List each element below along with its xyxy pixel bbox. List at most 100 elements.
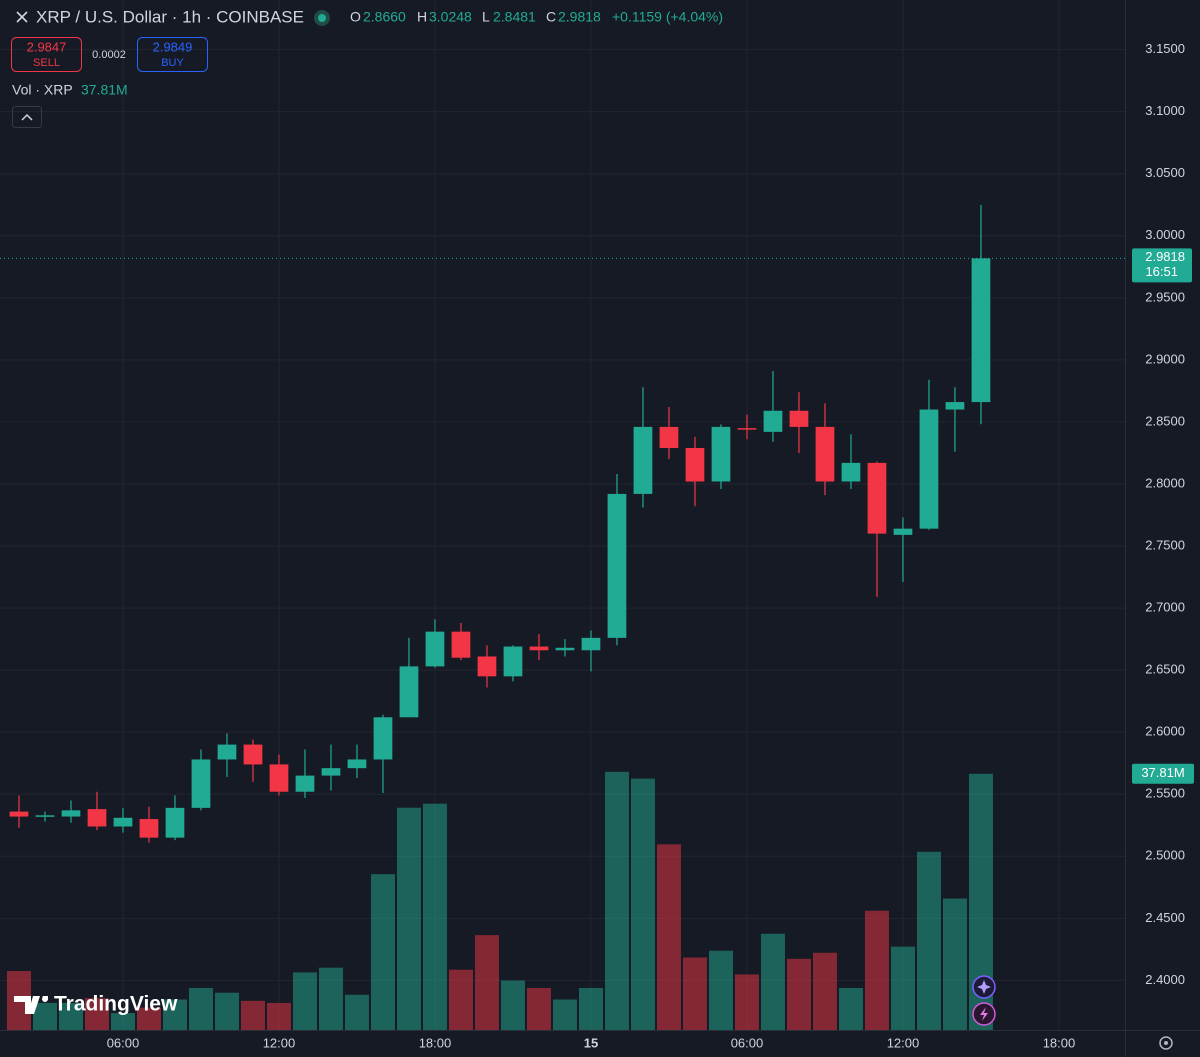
candle-body	[399, 666, 419, 718]
volume-bar	[318, 967, 343, 1030]
volume-bar	[240, 1000, 265, 1030]
candle-body	[711, 426, 731, 482]
settings[interactable]	[1159, 1036, 1173, 1050]
candle-body	[659, 426, 679, 448]
volume-bar	[292, 972, 317, 1030]
volume-bar	[344, 994, 369, 1030]
y-tick-label: 2.7500	[1145, 537, 1185, 552]
volume-bar	[552, 999, 577, 1030]
candle-body	[347, 759, 367, 769]
candle-body	[919, 409, 939, 529]
volume-bar	[656, 844, 681, 1030]
volume-bar	[630, 778, 655, 1030]
candle-body	[139, 819, 159, 838]
x-tick-label: 18:00	[419, 1035, 452, 1050]
volume-bar	[84, 998, 109, 1030]
candle-body	[451, 631, 471, 658]
brand-logo-dot	[42, 996, 48, 1002]
brand-name: TradingView	[54, 993, 178, 1016]
candle-body	[633, 426, 653, 494]
ohlc-label: O	[350, 9, 361, 25]
y-tick-label: 3.0500	[1145, 165, 1185, 180]
settings-icon[interactable]	[1159, 1036, 1173, 1050]
volume-bar	[760, 933, 785, 1030]
ohlc-label: C	[546, 9, 556, 25]
sell-label: SELL	[33, 57, 60, 69]
candle-body	[165, 807, 185, 838]
volume-bar	[526, 987, 551, 1030]
y-tick-label: 2.9500	[1145, 289, 1185, 304]
volume-bar	[214, 992, 239, 1030]
candle-body	[867, 462, 887, 534]
buy-label: BUY	[161, 57, 184, 69]
y-tick-label: 2.5500	[1145, 786, 1185, 801]
settings-icon-center	[1164, 1041, 1168, 1045]
volume-bar	[890, 946, 915, 1030]
volume-bar	[682, 957, 707, 1030]
x-tick-label: 18:00	[1043, 1035, 1076, 1050]
candle-body	[841, 462, 861, 482]
last-price-tag-countdown: 16:51	[1145, 264, 1178, 279]
candle-body	[9, 811, 29, 817]
candle-body	[737, 428, 757, 430]
candle-body	[685, 447, 705, 482]
last-price-tag	[1132, 248, 1192, 283]
candle-body	[971, 258, 991, 403]
volume-layer	[6, 771, 993, 1030]
collapse-button[interactable]	[12, 106, 42, 128]
volume-bar	[110, 1013, 135, 1030]
x-tick-label: 15	[584, 1035, 598, 1050]
last-price-tag-price: 2.9818	[1145, 249, 1185, 264]
sell-button[interactable]	[11, 37, 82, 72]
sell-price: 2.9847	[27, 39, 67, 54]
candle-body	[113, 817, 133, 827]
volume-tag	[1132, 763, 1194, 784]
volume-bar	[370, 874, 395, 1030]
volume-bar	[396, 807, 421, 1030]
alert-glyph	[980, 1007, 988, 1021]
ohlc-value: 2.9818	[558, 9, 601, 25]
volume-bar	[474, 935, 499, 1030]
volume-bar	[58, 1002, 83, 1030]
grid-layer	[0, 0, 1125, 1030]
volume-bar	[188, 987, 213, 1030]
volume-bar	[578, 987, 603, 1030]
volume-bar	[786, 958, 811, 1030]
candle-layer	[9, 205, 991, 843]
volume-bar	[604, 771, 629, 1030]
candle-body	[295, 775, 315, 792]
ohlc-value: 2.8660	[363, 9, 406, 25]
volume-bar	[942, 898, 967, 1030]
candle-body	[581, 637, 601, 651]
y-tick-label: 2.6500	[1145, 662, 1185, 677]
ohlc-value: 2.8481	[493, 9, 536, 25]
y-tick-label: 2.7000	[1145, 600, 1185, 615]
candle-body	[35, 815, 55, 817]
volume-bar	[500, 980, 525, 1030]
candle-body	[243, 744, 263, 765]
candle-body	[87, 809, 107, 827]
candle-body	[893, 528, 913, 535]
x-tick-label: 06:00	[107, 1035, 140, 1050]
y-tick-label: 2.8000	[1145, 475, 1185, 490]
y-tick-label: 3.1000	[1145, 103, 1185, 118]
close-icon[interactable]	[16, 11, 28, 23]
volume-bar	[838, 987, 863, 1030]
assistant-glyph	[977, 980, 991, 994]
x-tick-label: 06:00	[731, 1035, 764, 1050]
y-tick-label: 2.5000	[1145, 848, 1185, 863]
volume-bar	[968, 773, 993, 1030]
y-tick-label: 2.8500	[1145, 413, 1185, 428]
volume-bar	[266, 1002, 291, 1030]
volume-bar	[136, 1007, 161, 1030]
volume-bar	[708, 950, 733, 1030]
buy-button[interactable]	[137, 37, 208, 72]
volume-tag-value: 37.81M	[1141, 765, 1184, 780]
candle-body	[945, 402, 965, 410]
header: XRP / U.S. Dollar · 1h · COINBASE O 2.86…	[11, 7, 723, 128]
y-tick-label: 2.9000	[1145, 351, 1185, 366]
y-tick-label: 3.0000	[1145, 227, 1185, 242]
